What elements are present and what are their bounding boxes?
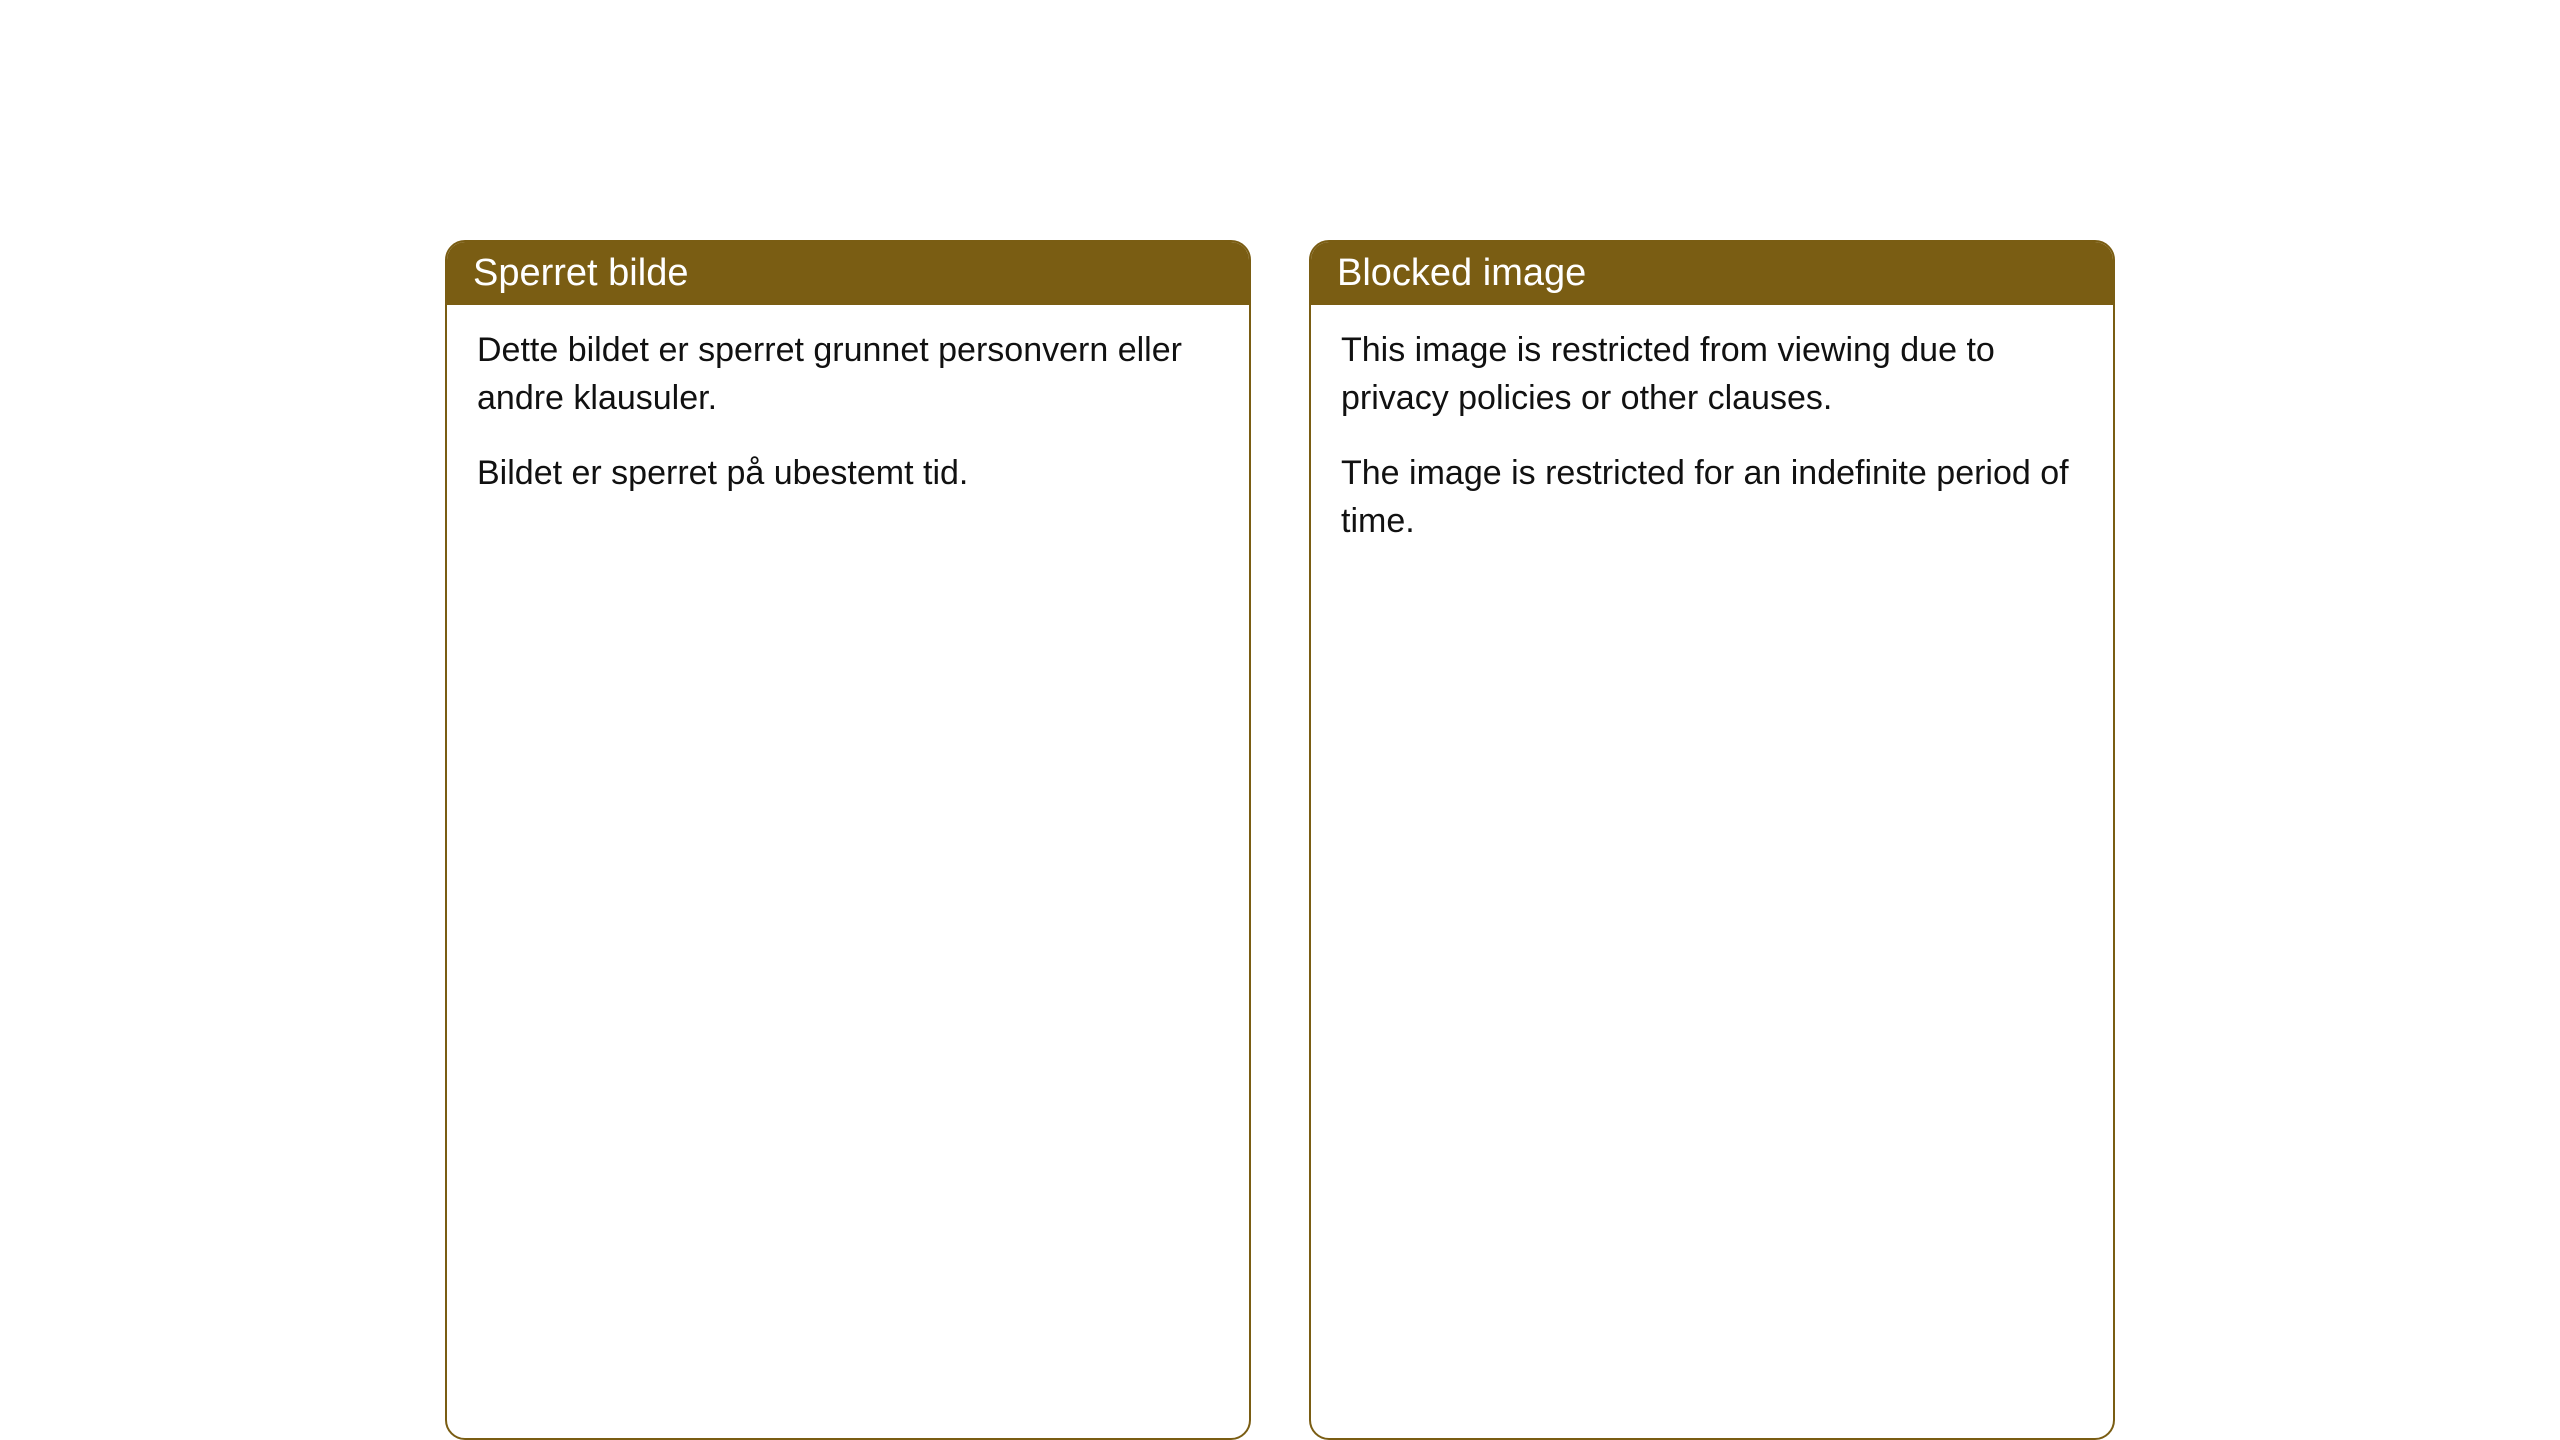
card-body: Dette bildet er sperret grunnet personve… xyxy=(447,305,1249,536)
card-body: This image is restricted from viewing du… xyxy=(1311,305,2113,583)
card-header: Sperret bilde xyxy=(447,242,1249,305)
blocked-image-cards-container: Sperret bilde Dette bildet er sperret gr… xyxy=(445,240,2115,1440)
card-paragraph-1: This image is restricted from viewing du… xyxy=(1341,327,2083,422)
card-paragraph-2: The image is restricted for an indefinit… xyxy=(1341,450,2083,545)
card-paragraph-1: Dette bildet er sperret grunnet personve… xyxy=(477,327,1219,422)
card-header: Blocked image xyxy=(1311,242,2113,305)
card-title: Blocked image xyxy=(1337,252,1586,294)
card-paragraph-2: Bildet er sperret på ubestemt tid. xyxy=(477,450,1219,498)
blocked-image-card-norwegian: Sperret bilde Dette bildet er sperret gr… xyxy=(445,240,1251,1440)
card-title: Sperret bilde xyxy=(473,252,688,294)
blocked-image-card-english: Blocked image This image is restricted f… xyxy=(1309,240,2115,1440)
